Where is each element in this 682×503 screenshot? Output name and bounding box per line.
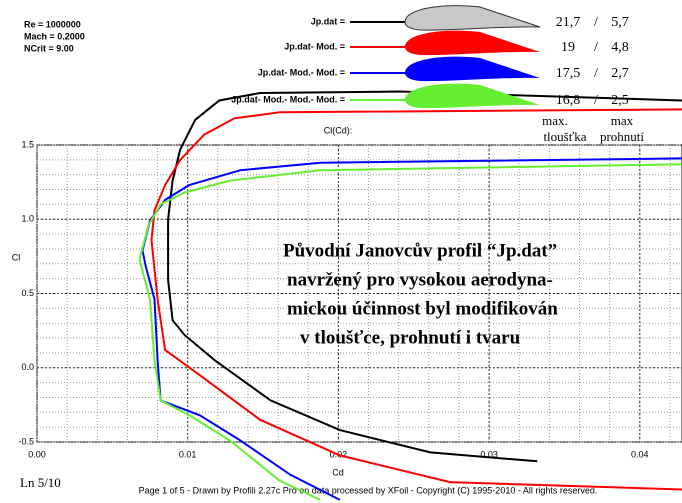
legend-label: Jp.dat- Mod. =: [284, 41, 345, 51]
camber: 2,5: [611, 93, 629, 108]
annotation: navržený pro vysokou aerodyna-: [287, 269, 553, 290]
thickness: 21,7: [556, 15, 581, 30]
separator: /: [594, 40, 598, 55]
y-tick-label: 1.0: [21, 214, 34, 224]
airfoil: [404, 5, 541, 31]
legend-label: Jp.dat =: [311, 16, 345, 26]
y-tick-label: 0.0: [21, 362, 34, 372]
y-tick-label: 0.5: [21, 288, 34, 298]
thickness: 19: [561, 40, 575, 55]
y-tick-label: 1.5: [21, 139, 34, 149]
chart-title: Cl(Cd):: [324, 125, 353, 135]
header: max.: [542, 113, 568, 128]
y-axis-label: Cl: [12, 252, 21, 262]
polar-line: [141, 157, 682, 501]
annotation: mickou účinnost byl modifikován: [287, 298, 558, 319]
x-axis-label: Cd: [332, 467, 344, 477]
polar-line: [150, 108, 682, 491]
airfoil: [405, 30, 540, 56]
header: max: [611, 113, 634, 128]
airfoil: [405, 83, 540, 109]
camber: 2,7: [611, 66, 629, 81]
footer: Page 1 of 5 - Drawn by Profili 2.27c Pro…: [139, 485, 598, 495]
condition: Mach = 0.2000: [24, 31, 85, 41]
x-tick-label: 0.04: [631, 449, 649, 459]
thickness: 16,8: [556, 93, 581, 108]
page-label: Ln 5/10: [20, 475, 61, 490]
y-tick-label: -0.5: [18, 436, 34, 446]
separator: /: [594, 93, 598, 108]
polar-line: [138, 163, 682, 501]
x-tick-label: 0.01: [179, 449, 197, 459]
separator: /: [594, 66, 598, 81]
condition: Re = 1000000: [24, 19, 81, 29]
header: prohnutí: [600, 129, 644, 144]
thickness: 17,5: [556, 66, 581, 81]
polar-line: [167, 90, 682, 463]
separator: /: [594, 15, 598, 30]
legend-label: Jp.dat- Mod.- Mod. =: [258, 67, 345, 77]
condition: NCrit = 9.00: [24, 43, 74, 53]
annotation: v tloušťce, prohnutí i tvaru: [300, 327, 521, 348]
grid: [36, 144, 682, 443]
x-tick-label: 0.00: [28, 449, 46, 459]
x-tick-label: 0.03: [480, 449, 498, 459]
camber: 4,8: [611, 40, 629, 55]
airfoil: [405, 56, 540, 82]
header: tloušťka: [543, 129, 586, 144]
camber: 5,7: [611, 15, 629, 30]
annotation: Původní Janovcův profil “Jp.dat”: [283, 240, 557, 261]
legend-label: Jp.dat- Mod.- Mod.- Mod. =: [231, 94, 345, 104]
